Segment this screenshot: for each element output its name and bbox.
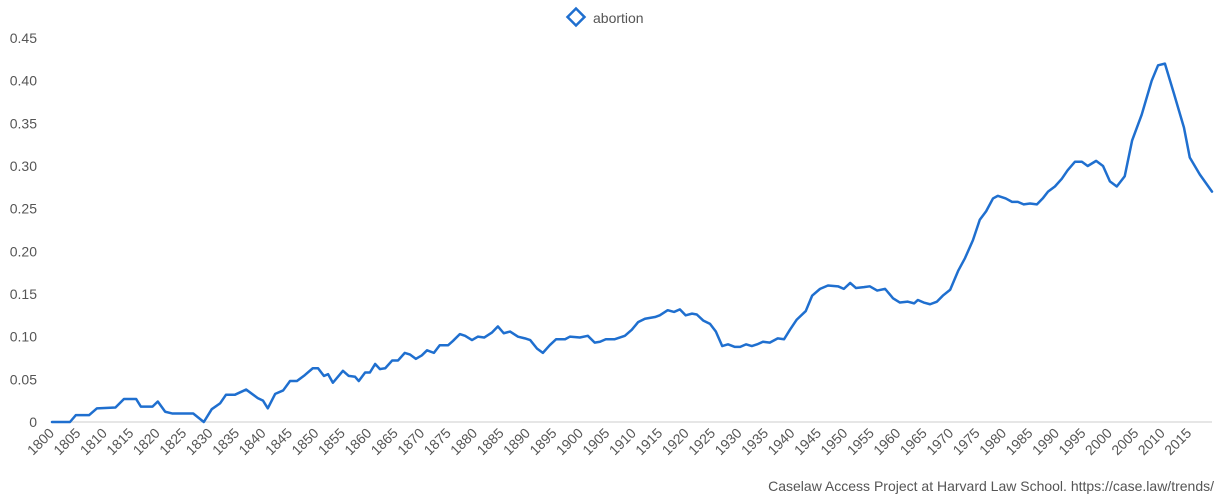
x-tick-label: 1995 <box>1055 425 1088 458</box>
x-tick-label: 1920 <box>659 425 692 458</box>
x-tick-label: 1890 <box>500 425 533 458</box>
x-tick-label: 1930 <box>711 425 744 458</box>
y-tick-label: 0.20 <box>10 243 37 259</box>
x-tick-label: 1940 <box>764 425 797 458</box>
y-tick-label: 0.10 <box>10 329 37 345</box>
x-tick-label: 2000 <box>1082 425 1115 458</box>
legend-marker <box>565 6 587 28</box>
x-tick-label: 1850 <box>288 425 321 458</box>
x-tick-label: 1905 <box>579 425 612 458</box>
x-tick-label: 2010 <box>1135 425 1168 458</box>
x-tick-label: 1925 <box>685 425 718 458</box>
x-tick-label: 1820 <box>130 425 163 458</box>
y-tick-label: 0.25 <box>10 201 37 217</box>
x-tick-label: 1830 <box>182 425 215 458</box>
x-tick-label: 1910 <box>606 425 639 458</box>
x-tick-label: 1895 <box>526 425 559 458</box>
x-tick-label: 1835 <box>209 425 242 458</box>
series-line <box>50 62 1214 424</box>
x-tick-label: 1840 <box>235 425 268 458</box>
x-tick-label: 1915 <box>632 425 665 458</box>
x-tick-label: 2005 <box>1108 425 1141 458</box>
x-tick-label: 1965 <box>897 425 930 458</box>
x-tick-label: 1875 <box>420 425 453 458</box>
x-tick-label: 1865 <box>368 425 401 458</box>
x-tick-label: 1880 <box>447 425 480 458</box>
x-tick-label: 1955 <box>844 425 877 458</box>
x-tick-label: 1935 <box>738 425 771 458</box>
x-tick-label: 1985 <box>1002 425 1035 458</box>
x-tick-label: 1975 <box>949 425 982 458</box>
y-tick-label: 0.35 <box>10 115 37 131</box>
y-tick-label: 0.05 <box>10 371 37 387</box>
x-tick-label: 1990 <box>1029 425 1062 458</box>
x-tick-label: 1855 <box>315 425 348 458</box>
x-tick-label: 1970 <box>923 425 956 458</box>
y-tick-label: 0.15 <box>10 286 37 302</box>
x-tick-label: 1950 <box>817 425 850 458</box>
x-tick-label: 1980 <box>976 425 1009 458</box>
x-tick-label: 1870 <box>394 425 427 458</box>
legend-label: abortion <box>593 10 644 26</box>
x-tick-label: 1815 <box>103 425 136 458</box>
x-tick-label: 1805 <box>50 425 83 458</box>
x-tick-label: 1845 <box>262 425 295 458</box>
x-tick-label: 2015 <box>1161 425 1194 458</box>
source-note: Caselaw Access Project at Harvard Law Sc… <box>768 478 1214 494</box>
y-tick-label: 0.45 <box>10 30 37 46</box>
x-tick-label: 1810 <box>77 425 110 458</box>
x-tick-label: 1960 <box>870 425 903 458</box>
x-tick-label: 1825 <box>156 425 189 458</box>
x-tick-label: 1860 <box>341 425 374 458</box>
x-tick-label: 1900 <box>553 425 586 458</box>
y-tick-label: 0.30 <box>10 158 37 174</box>
x-tick-label: 1885 <box>473 425 506 458</box>
y-tick-label: 0.40 <box>10 73 37 89</box>
x-tick-label: 1945 <box>791 425 824 458</box>
legend: abortion <box>565 6 644 28</box>
y-tick-label: 0 <box>29 414 37 430</box>
